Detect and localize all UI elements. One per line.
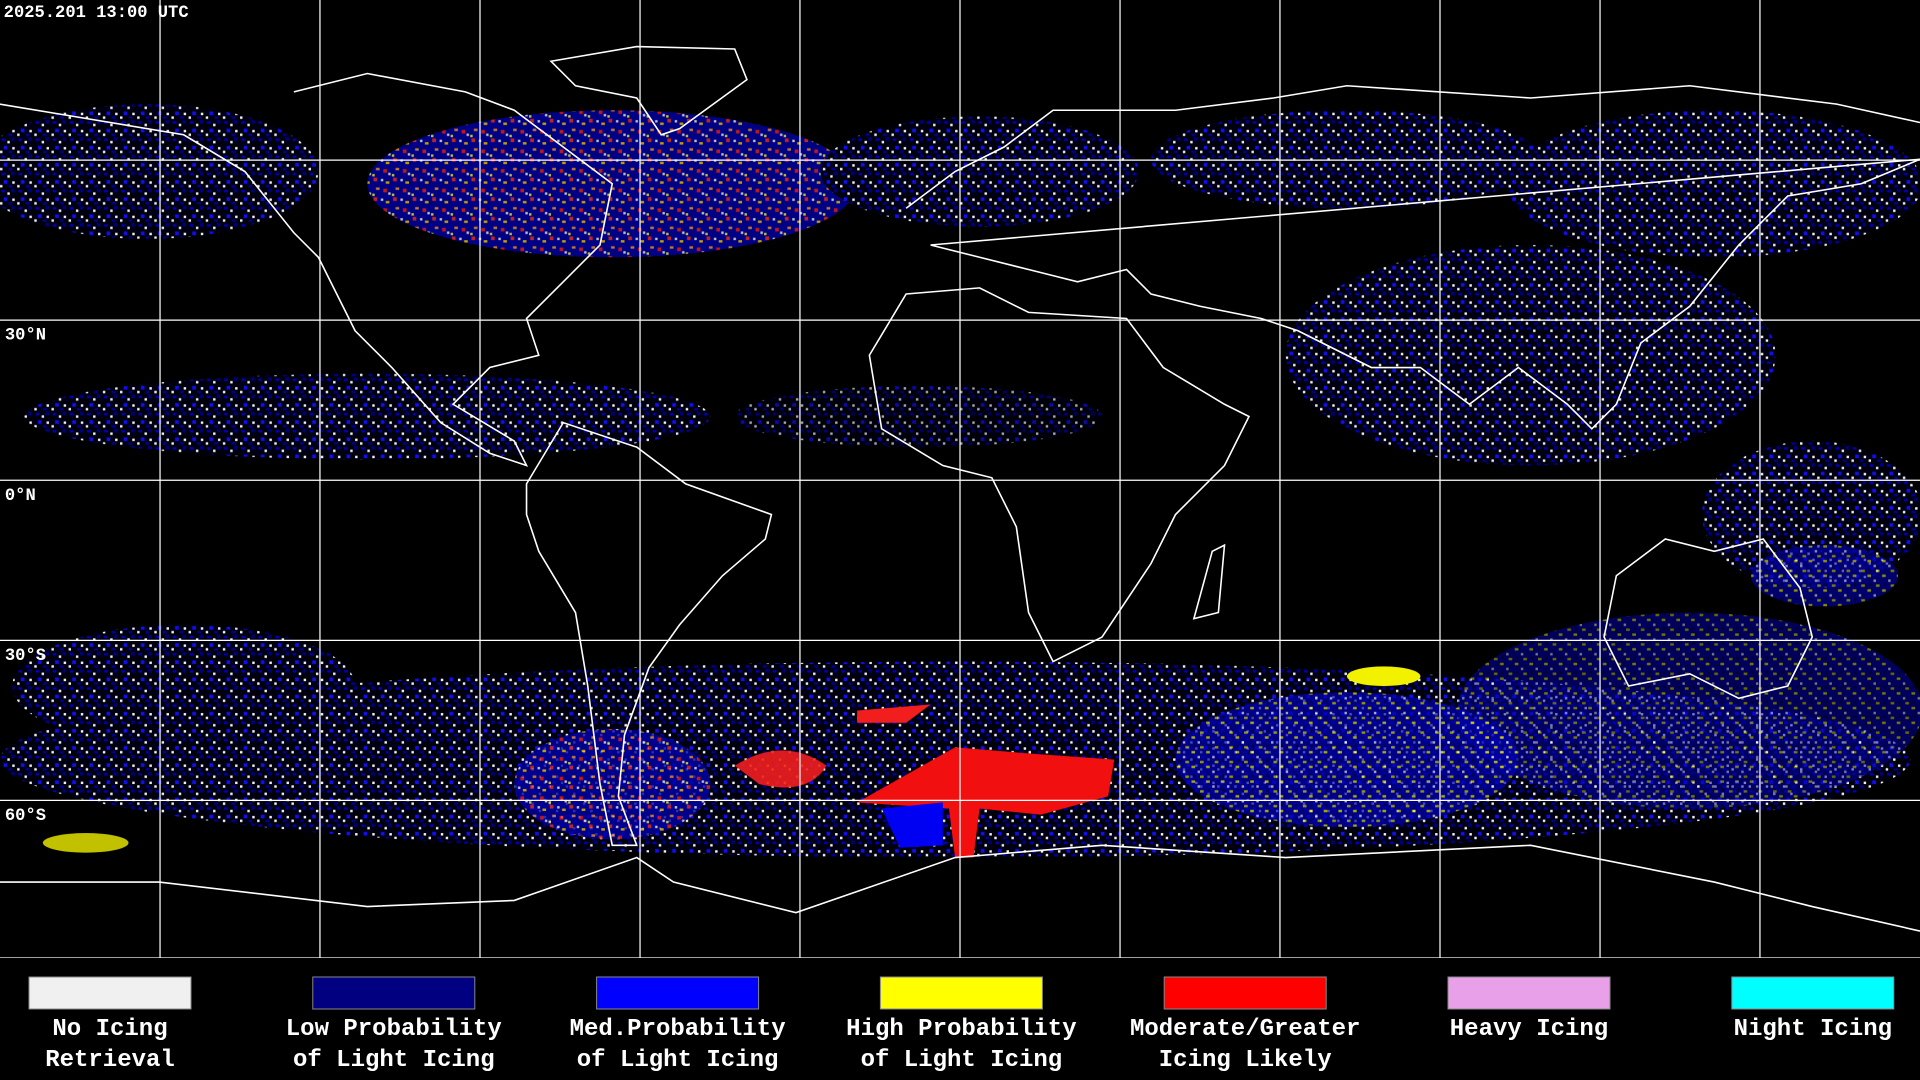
icing-map: 2025.201 13:00 UTC 30°N 0°N 30°S 60°S bbox=[0, 0, 1920, 958]
legend-swatch bbox=[312, 976, 476, 1010]
legend-label: of Light Icing bbox=[861, 1047, 1063, 1074]
legend-swatch bbox=[1163, 976, 1327, 1010]
legend: No Icing Retrieval Low Probability of Light… bbox=[28, 976, 1895, 1074]
graticule bbox=[0, 0, 1920, 958]
legend-swatch bbox=[596, 976, 760, 1010]
legend-label: Night Icing bbox=[1734, 1016, 1892, 1043]
latitude-label: 30°N bbox=[5, 327, 46, 346]
legend-swatch bbox=[28, 976, 192, 1010]
legend-label: Retrieval bbox=[45, 1047, 175, 1074]
legend-label: of Light Icing bbox=[293, 1047, 495, 1074]
legend-label: High Probability bbox=[846, 1016, 1076, 1043]
legend-swatch bbox=[879, 976, 1043, 1010]
timestamp: 2025.201 13:00 UTC bbox=[4, 4, 189, 23]
legend-label: Heavy Icing bbox=[1450, 1016, 1608, 1043]
latitude-label: 60°S bbox=[5, 807, 46, 826]
latitude-labels: 30°N 0°N 30°S 60°S bbox=[5, 327, 46, 826]
legend-label: No Icing bbox=[52, 1016, 167, 1043]
legend-label: of Light Icing bbox=[577, 1047, 779, 1074]
latitude-label: 0°N bbox=[5, 487, 36, 506]
coastlines bbox=[0, 45, 1920, 932]
legend-label: Low Probability bbox=[286, 1016, 502, 1043]
legend-swatch bbox=[1731, 976, 1895, 1010]
legend-label: Moderate/Greater bbox=[1130, 1016, 1360, 1043]
icing-fields bbox=[0, 104, 1920, 858]
latitude-label: 30°S bbox=[5, 647, 46, 666]
legend-label: Icing Likely bbox=[1159, 1047, 1332, 1074]
legend-swatch bbox=[1447, 976, 1611, 1010]
legend-label: Med.Probability bbox=[570, 1016, 786, 1043]
